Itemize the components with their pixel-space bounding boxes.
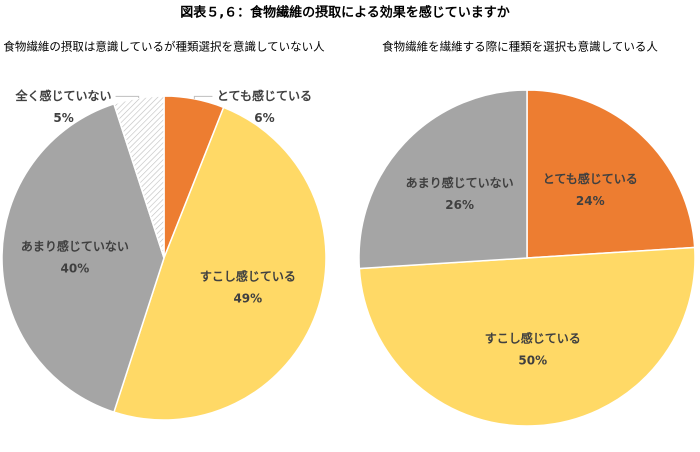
pie-slice <box>358 89 528 270</box>
chart-subtitle: 食物繊維を繊維する際に種類を選択も意識している人 <box>382 40 658 54</box>
page-title: 図表５,６：食物繊維の摂取による効果を感じていますか <box>180 5 510 21</box>
chart-subtitle: 食物繊維の摂取は意識しているが種類選択を意識していない人 <box>3 40 325 54</box>
leader-line <box>115 95 140 98</box>
slice-value: 6% <box>254 111 274 125</box>
slice-category: あまり感じていない <box>21 239 129 254</box>
slice-category: あまり感じていない <box>406 175 514 190</box>
pie-slice <box>526 89 696 259</box>
leader-line <box>193 95 213 99</box>
pie-slice <box>112 95 165 259</box>
slice-category: すこし感じている <box>485 331 581 346</box>
slice-category: とても感じている <box>543 171 638 186</box>
slice-category: すこし感じている <box>200 269 296 284</box>
slice-category: とても感じている <box>217 88 312 103</box>
slice-value: 40% <box>61 262 90 276</box>
slice-value: 49% <box>233 292 262 306</box>
pie-slice <box>358 246 696 427</box>
slice-category: 全く感じていない <box>15 88 112 103</box>
pie-slice <box>112 106 327 421</box>
slice-value: 24% <box>576 194 605 208</box>
slice-value: 26% <box>445 198 474 212</box>
pie-slice <box>1 102 165 414</box>
slice-value: 5% <box>53 111 73 125</box>
slice-value: 50% <box>518 354 547 368</box>
